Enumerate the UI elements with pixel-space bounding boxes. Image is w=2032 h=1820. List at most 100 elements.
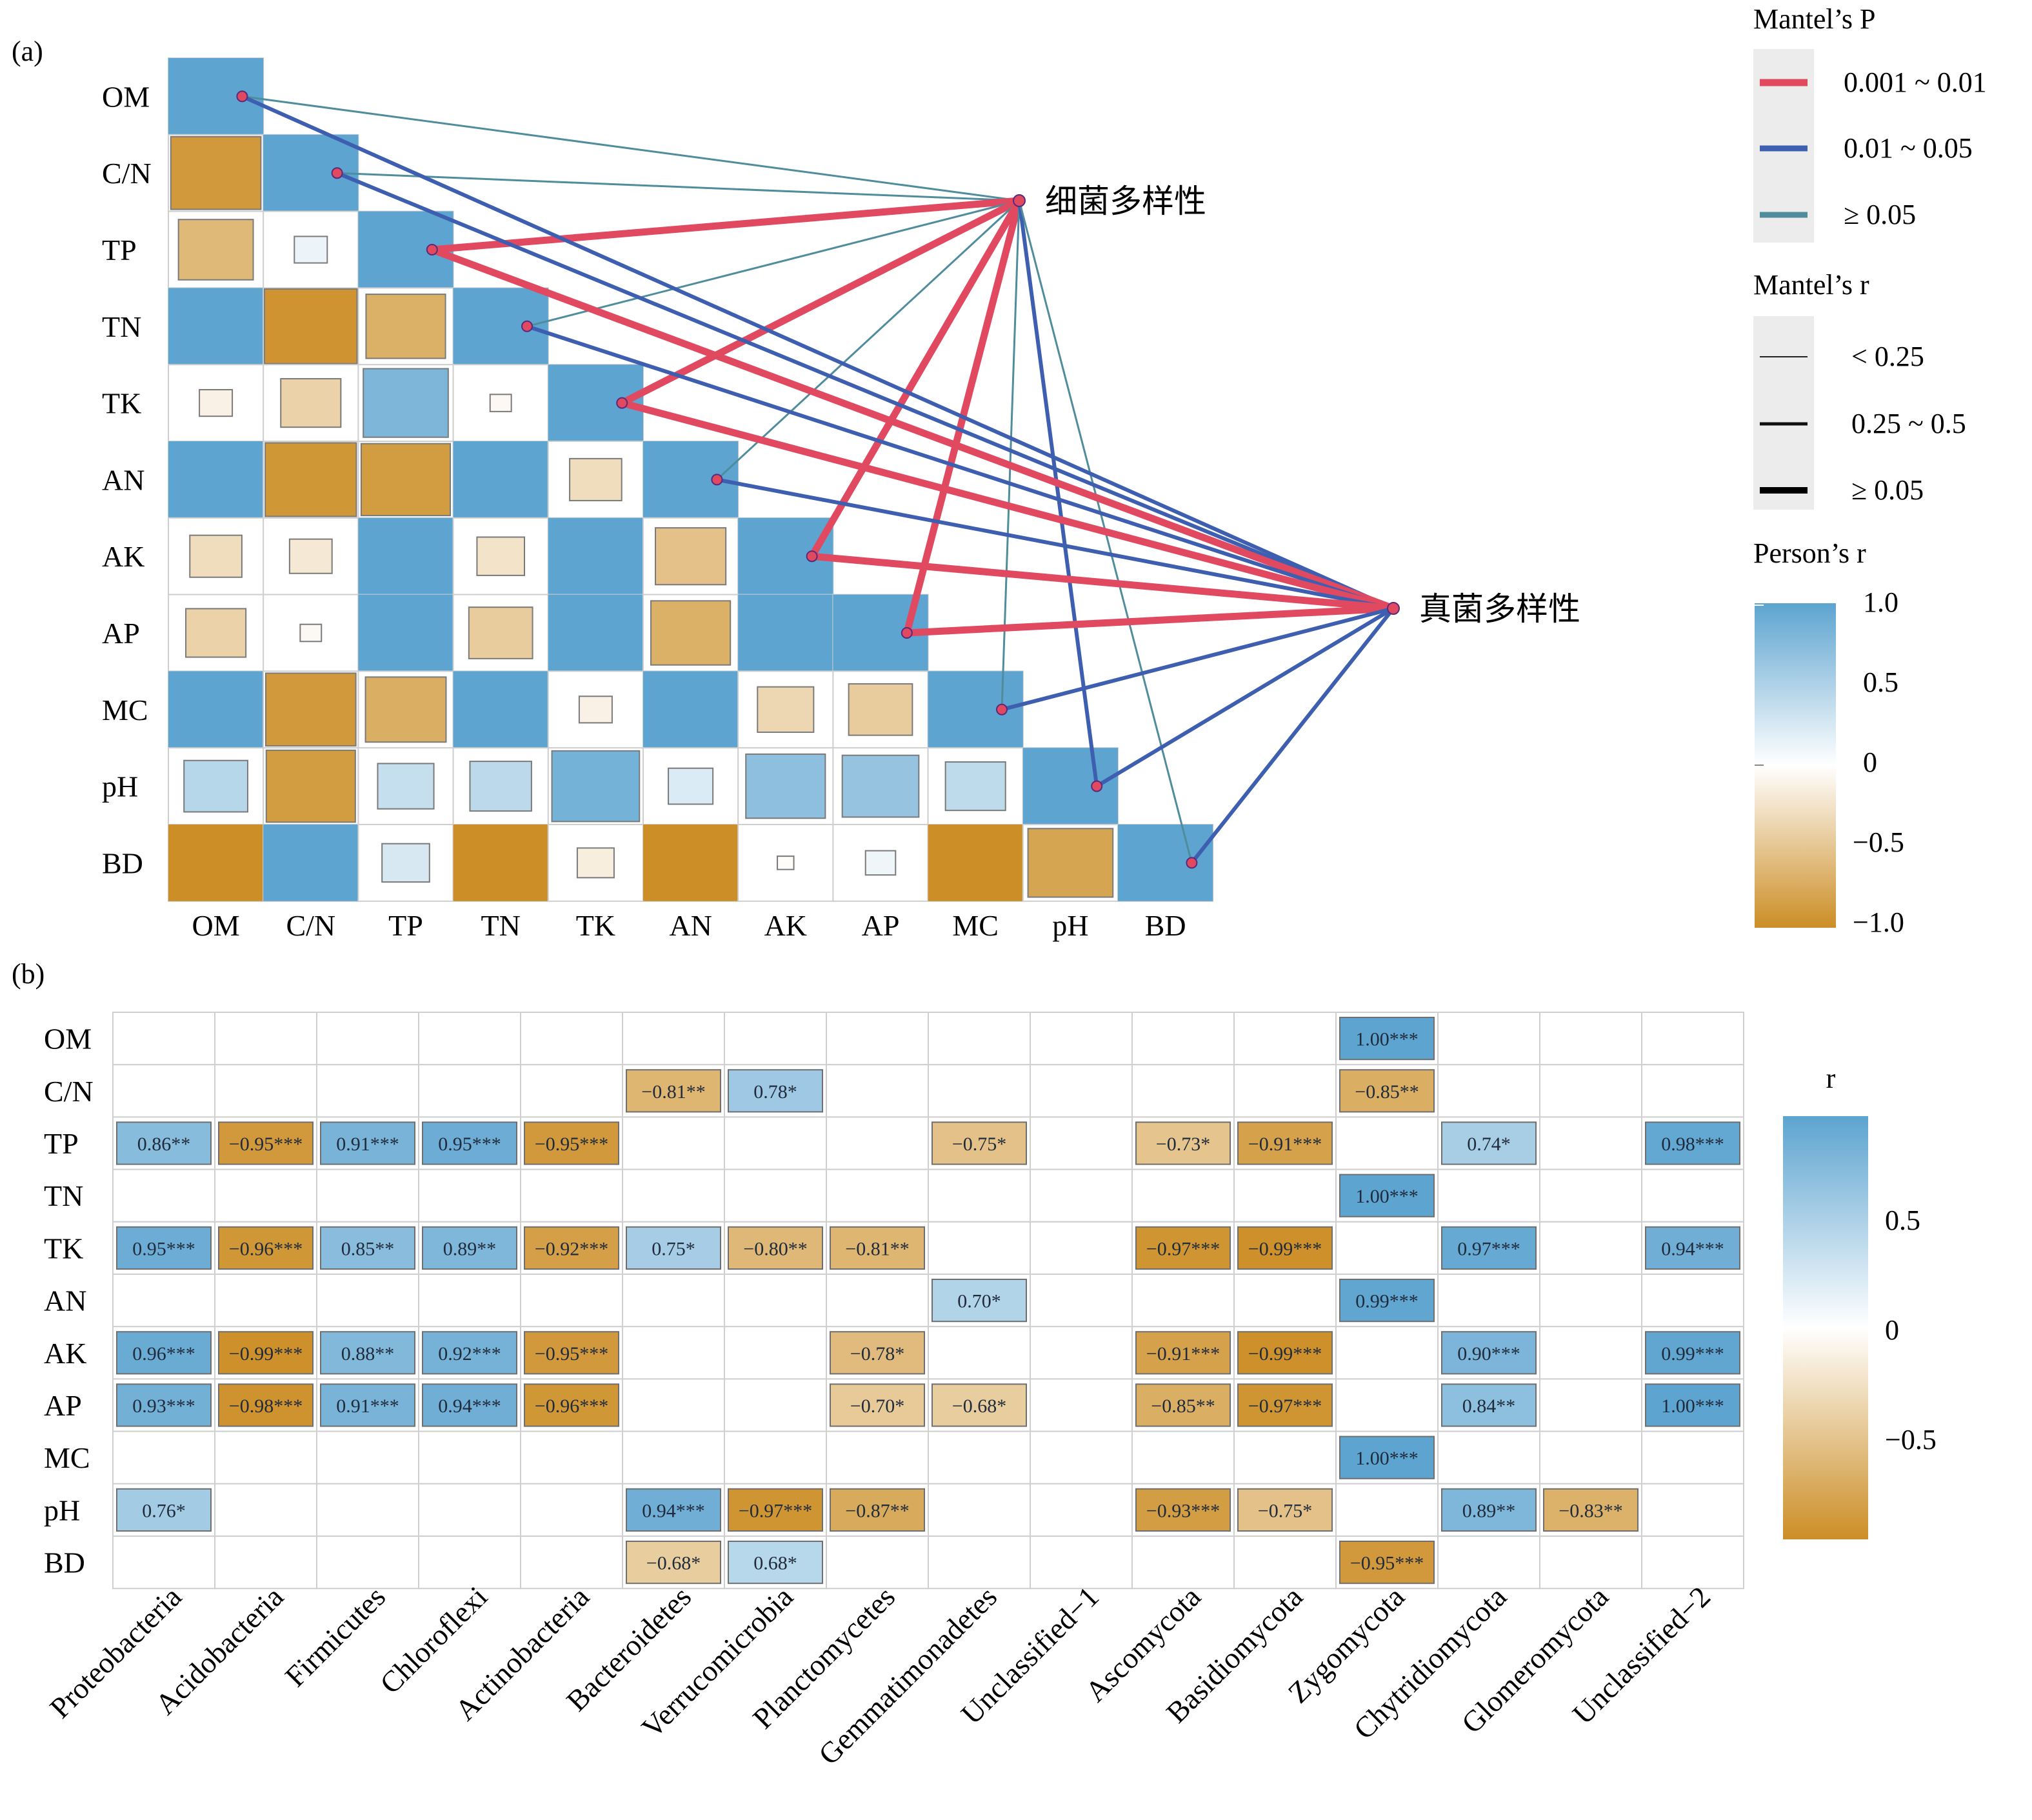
- taxa-cell-label-tk-planctomycetes: −0.81**: [845, 1238, 909, 1259]
- mantel-node-tp: [426, 244, 438, 255]
- grid-cell: [928, 1168, 1031, 1223]
- matrix-row-label-tk: TK: [102, 387, 141, 420]
- taxa-cell-tp-acidobacteria: [218, 1121, 314, 1165]
- corr-cell-mc-tn: [453, 671, 548, 748]
- mantel-link-bd-fungi: [1190, 606, 1395, 865]
- corr-cell-ap-tp: [358, 594, 453, 672]
- taxa-cell-tk-basidiomycota: [1237, 1226, 1333, 1270]
- pearson-tick-4: −0.5: [1853, 826, 1904, 858]
- taxa-cell-c-n-bacteroidetes: [626, 1069, 721, 1113]
- corr-cell-an-c-n: [264, 442, 357, 517]
- corr-cell-bd-om: [168, 825, 264, 901]
- mantel-p-label-2: 0.01 ~ 0.05: [1844, 132, 1973, 164]
- taxa-cell-label-bd-bacteroidetes: −0.68*: [646, 1553, 701, 1574]
- corr-cell-an-tp: [360, 443, 452, 517]
- grid-cell: [622, 1430, 725, 1485]
- taxa-cell-ph-basidiomycota: [1237, 1488, 1333, 1532]
- taxa-col-label-gemmatimonadetes: Gemmatimonadetes: [812, 1580, 1003, 1771]
- matrix-row-label-ak: AK: [102, 540, 144, 573]
- taxa-cell-label-tk-unclassified-2: 0.94***: [1661, 1238, 1724, 1259]
- taxa-cell-label-bd-verrucomicrobia: 0.68*: [753, 1553, 797, 1574]
- corr-cell-bd-an: [643, 825, 739, 901]
- grid-cell: [316, 1535, 419, 1590]
- corr-cell-ap-ak: [738, 594, 833, 672]
- taxa-cell-label-tp-unclassified-2: 0.98***: [1661, 1134, 1724, 1155]
- matrix-row-labels: OM C/N TP TN TK AN AK AP MC pH BD: [102, 80, 152, 879]
- corr-cell-bd-ap: [864, 850, 897, 876]
- grid-cell: [1030, 1378, 1133, 1432]
- taxa-cell-label-tp-proteobacteria: 0.86**: [137, 1134, 191, 1155]
- grid-cell: [520, 1483, 623, 1537]
- grid-cell: [112, 1274, 215, 1328]
- bacteria-diversity-label: 细菌多样性: [1045, 183, 1206, 220]
- taxa-row-label-tk: TK: [44, 1232, 83, 1265]
- grid-cell: [1437, 1430, 1540, 1485]
- grid-cell: [112, 1064, 215, 1118]
- mantel-node-tk: [616, 397, 628, 409]
- corr-cell-an-om: [168, 441, 264, 518]
- taxa-cell-label-ak-acidobacteria: −0.99***: [229, 1343, 303, 1365]
- corr-cell-an-tk: [569, 457, 623, 501]
- taxa-cell-tp-actinobacteria: [524, 1121, 619, 1165]
- corr-cell-ph-mc: [944, 761, 1006, 812]
- mantel-link-tp-bacteria: [428, 197, 1023, 254]
- mantel-r-label-1: < 0.25: [1851, 341, 1924, 372]
- matrix-col-label-ap: AP: [862, 909, 900, 942]
- corr-cell-tk-tp: [363, 368, 449, 438]
- mantel-link-mc-fungi: [1000, 606, 1395, 712]
- corr-cell-ph-ap: [841, 754, 920, 818]
- pearson-tick-5: −1.0: [1853, 906, 1904, 938]
- taxa-cell-label-tk-chloroflexi: 0.89**: [443, 1238, 497, 1259]
- grid-cell: [724, 1012, 827, 1066]
- r-tick-2: 0: [1885, 1314, 1899, 1346]
- taxa-cell-label-ph-chytridiomycota: 0.89**: [1462, 1500, 1516, 1521]
- grid-cell: [1539, 1326, 1642, 1380]
- grid-cell: [1437, 1274, 1540, 1328]
- taxa-row-label-ak: AK: [44, 1337, 86, 1370]
- taxa-cell-tp-basidiomycota: [1237, 1121, 1333, 1165]
- mantel-node-an: [711, 474, 723, 486]
- corr-cell-mc-tk: [578, 695, 613, 724]
- taxa-cell-ak-firmicutes: [320, 1331, 415, 1375]
- corr-cell-bd-ph: [1027, 828, 1114, 898]
- grid-cell: [1131, 1012, 1235, 1066]
- mantel-p-label-3: ≥ 0.05: [1844, 199, 1916, 230]
- grid-cell: [1539, 1430, 1642, 1485]
- grid-cell: [214, 1483, 317, 1537]
- taxa-cell-label-tk-basidiomycota: −0.99***: [1248, 1238, 1322, 1259]
- r-legend-title: r: [1826, 1063, 1836, 1094]
- grid-cell: [724, 1378, 827, 1432]
- grid-cell: [520, 1430, 623, 1485]
- taxa-cell-label-ak-ascomycota: −0.91***: [1146, 1343, 1220, 1365]
- corr-cell-ph-om: [183, 759, 248, 813]
- matrix-row-label-c-n: C/N: [102, 157, 152, 190]
- taxa-cell-tk-unclassified-2: [1645, 1226, 1740, 1270]
- grid-cell: [418, 1012, 521, 1066]
- grid-cell: [1233, 1064, 1337, 1118]
- corr-cell-ap-om: [185, 608, 247, 658]
- taxa-column-labels: ProteobacteriaAcidobacteriaFirmicutesChl…: [43, 1580, 1717, 1771]
- grid-cell: [1030, 1326, 1133, 1380]
- corr-cell-mc-ap: [848, 683, 913, 736]
- taxa-cell-label-ph-ascomycota: −0.93***: [1146, 1500, 1220, 1521]
- fungi-diversity-node: [1387, 602, 1400, 615]
- corr-cell-ak-c-n: [288, 538, 333, 574]
- grid-cell: [1131, 1430, 1235, 1485]
- mantel-node-ph: [1091, 780, 1103, 792]
- corr-cell-mc-an: [643, 671, 739, 748]
- corr-cell-tn-om: [168, 288, 264, 365]
- taxa-cell-ak-basidiomycota: [1237, 1331, 1333, 1375]
- taxa-row-labels: OM C/N TP TN TK AN AK AP MC pH BD: [44, 1023, 94, 1579]
- grid-cell: [1539, 1064, 1642, 1118]
- taxa-cell-ap-proteobacteria: [116, 1383, 212, 1427]
- taxa-cell-label-tp-actinobacteria: −0.95***: [535, 1134, 608, 1155]
- grid-cell: [316, 1483, 419, 1537]
- r-tick-1: 0.5: [1885, 1205, 1920, 1236]
- taxa-cell-ph-planctomycetes: [830, 1488, 925, 1532]
- grid-cell: [1641, 1274, 1744, 1328]
- taxa-cell-tp-proteobacteria: [116, 1121, 212, 1165]
- corr-cell-mc-c-n: [264, 672, 357, 747]
- corr-cell-ph-c-n: [265, 749, 356, 823]
- matrix-col-label-mc: MC: [952, 909, 999, 942]
- corr-cell-ak-tn: [476, 536, 526, 576]
